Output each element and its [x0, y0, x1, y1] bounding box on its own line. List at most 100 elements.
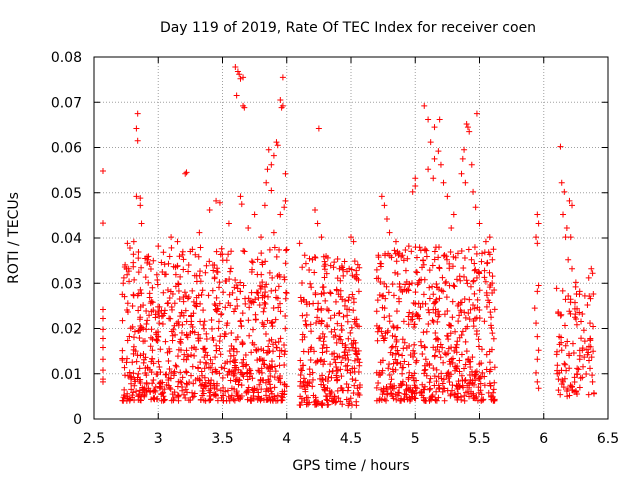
- y-tick-label: 0.06: [51, 141, 82, 157]
- data-point: [298, 367, 305, 374]
- data-point: [464, 280, 471, 287]
- data-point: [437, 354, 444, 361]
- data-point: [270, 305, 277, 312]
- data-point: [137, 195, 144, 202]
- data-point: [244, 376, 251, 383]
- data-point: [236, 71, 243, 78]
- data-point: [201, 345, 208, 352]
- data-point: [534, 378, 541, 385]
- data-point: [449, 387, 456, 394]
- data-point: [269, 364, 276, 371]
- data-point: [555, 376, 562, 383]
- data-point: [211, 301, 218, 308]
- data-point: [413, 377, 420, 384]
- data-point: [212, 368, 219, 375]
- data-point: [216, 338, 223, 345]
- data-point: [203, 335, 210, 342]
- data-point: [581, 338, 588, 345]
- data-point: [269, 396, 276, 403]
- data-point: [270, 229, 277, 236]
- data-point: [297, 357, 304, 364]
- data-point: [481, 274, 488, 281]
- data-point: [336, 310, 343, 317]
- data-point: [392, 269, 399, 276]
- data-point: [206, 387, 213, 394]
- data-point: [427, 139, 434, 146]
- data-point: [190, 298, 197, 305]
- data-point: [299, 279, 306, 286]
- data-point: [462, 338, 469, 345]
- data-point: [443, 372, 450, 379]
- data-point: [420, 291, 427, 298]
- data-point: [477, 380, 484, 387]
- x-tick-labels: 2.5 3 3.5 4 4.5 5 5.5 6 6.5: [83, 431, 619, 447]
- data-point: [489, 290, 496, 297]
- x-tick-label: 3.5: [211, 431, 233, 447]
- data-point: [558, 179, 565, 186]
- data-point: [164, 287, 171, 294]
- data-point: [197, 396, 204, 403]
- data-point: [405, 313, 412, 320]
- data-point: [313, 320, 320, 327]
- data-point: [341, 258, 348, 265]
- data-point: [213, 307, 220, 314]
- data-point: [272, 368, 279, 375]
- data-point: [140, 325, 147, 332]
- data-point: [130, 251, 137, 258]
- data-point: [562, 234, 569, 241]
- data-point: [163, 381, 170, 388]
- data-point: [579, 374, 586, 381]
- data-point: [409, 316, 416, 323]
- data-point: [475, 343, 482, 350]
- data-point: [266, 337, 273, 344]
- data-point: [138, 264, 145, 271]
- data-point: [534, 333, 541, 340]
- data-point: [442, 280, 449, 287]
- data-point: [176, 253, 183, 260]
- data-point: [99, 168, 106, 175]
- data-point: [458, 170, 465, 177]
- data-point: [470, 323, 477, 330]
- data-point: [99, 220, 106, 227]
- data-point: [219, 251, 226, 258]
- data-point: [352, 345, 359, 352]
- data-point: [308, 328, 315, 335]
- data-point: [490, 397, 497, 404]
- data-point: [475, 384, 482, 391]
- data-point: [491, 364, 498, 371]
- data-point: [490, 335, 497, 342]
- data-point: [561, 188, 568, 195]
- x-tick-label: 6: [539, 431, 548, 447]
- data-point: [132, 378, 139, 385]
- data-point: [306, 366, 313, 373]
- data-point: [433, 296, 440, 303]
- data-point: [272, 339, 279, 346]
- data-point: [196, 272, 203, 279]
- data-point: [339, 296, 346, 303]
- data-point: [254, 396, 261, 403]
- data-point: [265, 349, 272, 356]
- data-point: [322, 261, 329, 268]
- data-point: [125, 265, 132, 272]
- data-point: [160, 312, 167, 319]
- data-point: [406, 342, 413, 349]
- data-point: [190, 380, 197, 387]
- data-point: [479, 250, 486, 257]
- data-point: [246, 373, 253, 380]
- data-point: [558, 347, 565, 354]
- data-point: [431, 124, 438, 131]
- data-point: [456, 334, 463, 341]
- data-point: [378, 397, 385, 404]
- data-point: [174, 238, 181, 245]
- data-point: [317, 375, 324, 382]
- data-point: [571, 305, 578, 312]
- data-point: [180, 266, 187, 273]
- data-point: [400, 364, 407, 371]
- data-point: [185, 268, 192, 275]
- data-point: [176, 295, 183, 302]
- data-point: [168, 234, 175, 241]
- data-point: [216, 300, 223, 307]
- data-point: [399, 352, 406, 359]
- data-point: [339, 340, 346, 347]
- data-point: [232, 305, 239, 312]
